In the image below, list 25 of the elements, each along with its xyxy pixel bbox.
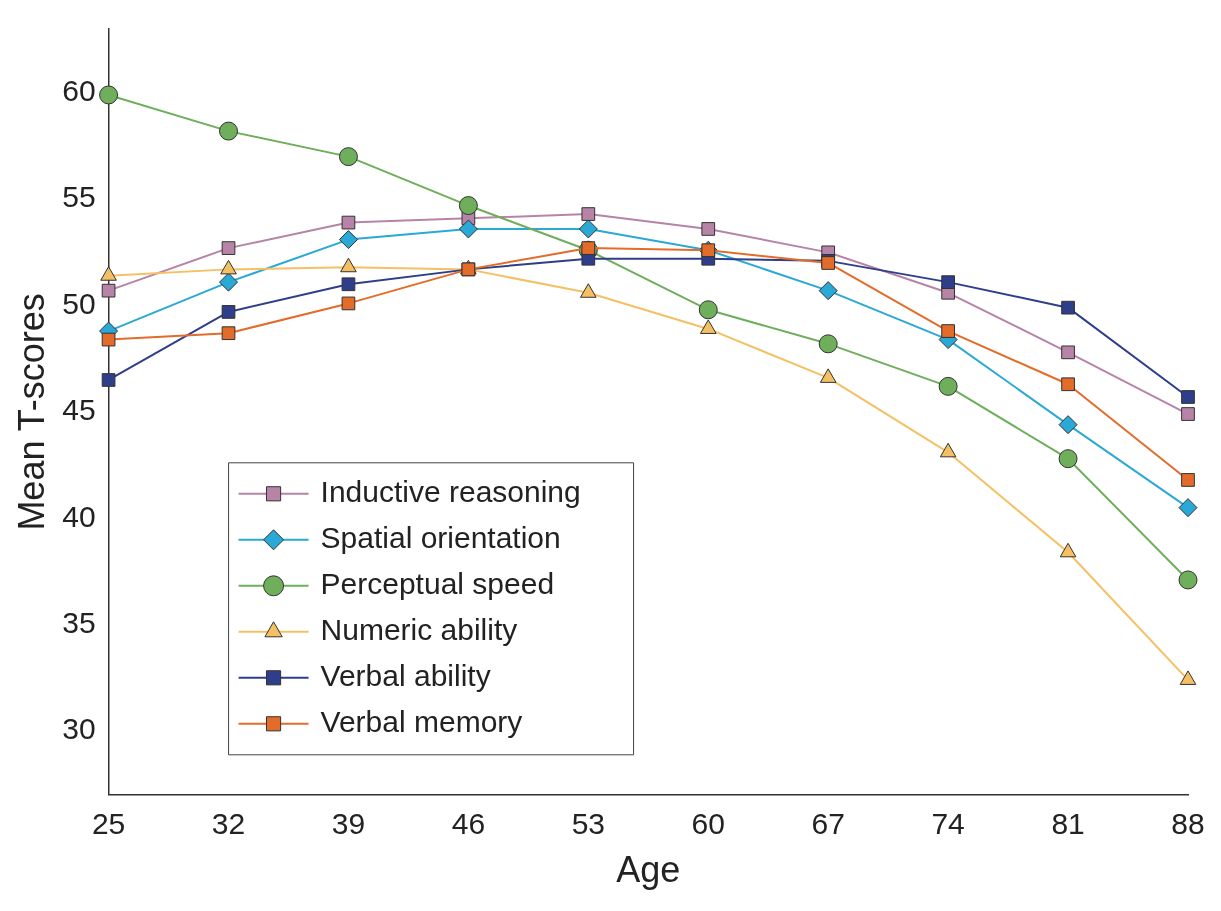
y-tick-label: 55 (62, 180, 96, 214)
x-tick-label: 46 (451, 807, 486, 841)
y-tick-label: 40 (62, 499, 96, 533)
legend-label: Spatial orientation (320, 521, 561, 555)
x-axis-title: Age (616, 849, 681, 891)
x-tick-label: 88 (1171, 807, 1205, 841)
x-tick-label: 39 (331, 807, 366, 841)
x-tick-label: 81 (1051, 807, 1085, 841)
x-tick-label: 32 (211, 807, 246, 841)
x-tick-label: 60 (691, 807, 725, 841)
y-tick-label: 30 (62, 712, 96, 746)
x-tick-label: 25 (91, 807, 126, 841)
legend-label: Perceptual speed (320, 567, 555, 601)
y-tick-label: 50 (62, 286, 96, 320)
legend-label: Verbal ability (320, 659, 491, 693)
y-tick-label: 35 (62, 605, 96, 639)
y-tick-label: 45 (62, 393, 96, 427)
legend-label: Inductive reasoning (320, 475, 581, 509)
x-tick-label: 67 (811, 807, 845, 841)
y-tick-label: 60 (62, 74, 96, 108)
legend-label: Verbal memory (320, 705, 523, 739)
y-axis-title: Mean T-scores (10, 293, 52, 531)
x-tick-label: 74 (931, 807, 965, 841)
x-tick-label: 53 (571, 807, 605, 841)
legend-label: Numeric ability (320, 613, 518, 647)
